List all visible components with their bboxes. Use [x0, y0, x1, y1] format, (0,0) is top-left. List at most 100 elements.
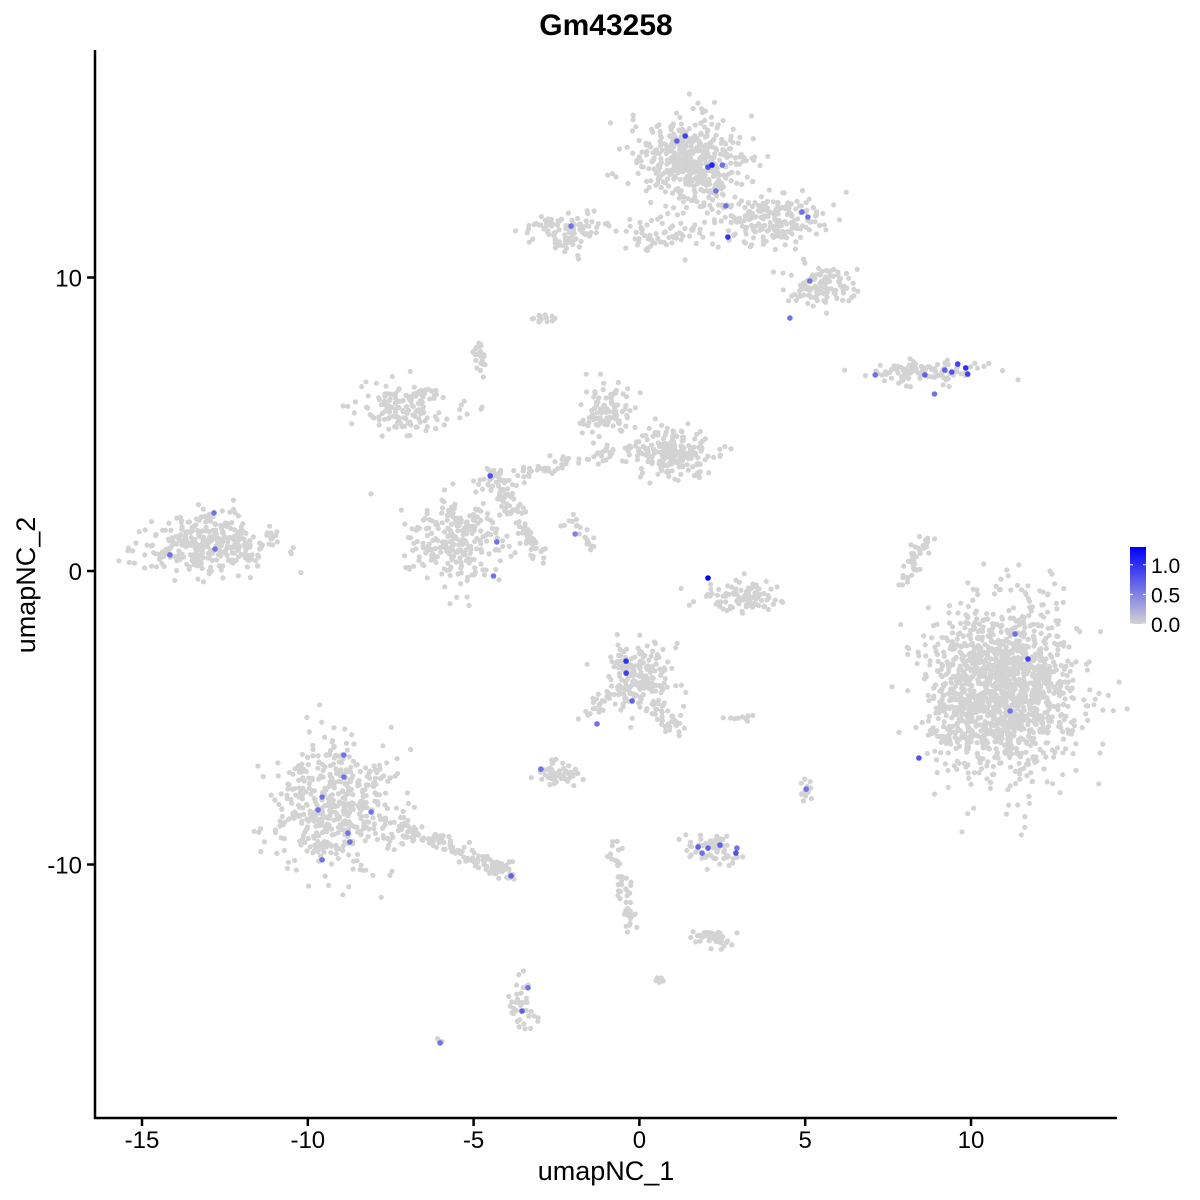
- cell-point: [583, 231, 589, 237]
- cell-point: [1010, 673, 1016, 679]
- cell-point: [485, 530, 491, 537]
- cell-point: [445, 525, 451, 531]
- cell-point: [640, 692, 646, 698]
- cell-point: [1060, 701, 1067, 708]
- cell-point: [247, 575, 253, 581]
- cell-point: [439, 497, 445, 503]
- cell-point: [569, 217, 575, 223]
- cell-point: [305, 762, 311, 768]
- cell-point: [463, 558, 469, 564]
- cell-point: [704, 129, 710, 135]
- cell-point: [385, 415, 391, 422]
- cell-point: [604, 415, 610, 421]
- cell-point: [450, 481, 456, 487]
- cell-point: [728, 153, 734, 159]
- cell-point: [361, 826, 367, 832]
- cell-point: [1005, 573, 1011, 579]
- cell-point: [602, 421, 608, 427]
- cell-point: [665, 708, 671, 714]
- cell-point: [686, 602, 693, 608]
- cell-point: [616, 146, 623, 152]
- cell-point: [965, 746, 971, 752]
- cell-point: [1018, 699, 1024, 705]
- cell-point: [684, 847, 690, 854]
- cell-point: [299, 818, 305, 824]
- cell-point: [466, 602, 472, 609]
- cell-point: [1013, 698, 1020, 704]
- cell-point: [968, 658, 975, 664]
- cell-point: [900, 367, 906, 373]
- cell-point: [309, 775, 315, 782]
- cell-point: [709, 231, 715, 237]
- cell-point: [550, 760, 556, 766]
- cell-point: [625, 386, 631, 392]
- cell-point: [325, 825, 331, 831]
- cell-point: [669, 190, 676, 196]
- cell-point: [1110, 708, 1116, 714]
- cell-point: [405, 420, 411, 426]
- cell-point: [509, 1010, 515, 1016]
- cell-point: [327, 779, 333, 785]
- cell-point: [674, 433, 680, 439]
- cell-point: [959, 829, 965, 835]
- cell-point: [419, 399, 425, 405]
- cell-point: [669, 665, 675, 671]
- cell-point: [590, 440, 597, 446]
- cell-point: [923, 653, 929, 659]
- cell-point: [653, 661, 659, 667]
- cell-point: [941, 719, 947, 725]
- cell-point: [234, 541, 240, 547]
- cell-point: [660, 646, 666, 653]
- cell-point: [530, 315, 537, 322]
- cell-point: [331, 725, 337, 731]
- cell-point: [695, 455, 701, 461]
- cell-point: [356, 782, 362, 788]
- cell-point: [308, 791, 314, 797]
- cell-point: [331, 755, 338, 761]
- cell-point: [799, 791, 805, 797]
- cell-point: [398, 826, 404, 832]
- cell-point: [999, 622, 1005, 629]
- cell-point: [306, 780, 312, 787]
- cell-point: [322, 873, 328, 879]
- cell-point: [795, 216, 801, 222]
- cell-point: [315, 765, 321, 771]
- cell-point: [558, 776, 564, 782]
- cell-point: [433, 387, 439, 393]
- cell-point: [774, 226, 780, 232]
- cell-point: [314, 802, 320, 809]
- cell-point: [802, 281, 808, 288]
- cell-point: [928, 374, 935, 380]
- cell-point: [840, 297, 846, 303]
- cell-point: [774, 207, 780, 213]
- cell-point: [433, 545, 439, 552]
- cell-point: [748, 113, 755, 119]
- cell-point: [791, 222, 797, 228]
- cell-point: [768, 586, 774, 592]
- cell-point: [803, 200, 809, 206]
- cell-point: [503, 505, 509, 511]
- cell-point: [950, 673, 957, 679]
- cell-point: [725, 228, 732, 234]
- cell-point: [962, 711, 969, 718]
- cell-point: [728, 160, 734, 166]
- cell-point: [1055, 681, 1061, 687]
- cell-point: [196, 553, 202, 559]
- cell-point: [623, 245, 629, 251]
- cell-point: [734, 598, 740, 604]
- cell-point: [500, 477, 506, 483]
- cell-point: [973, 608, 980, 614]
- cell-point: [346, 754, 352, 760]
- cell-point: [246, 558, 252, 564]
- cell-point: [598, 371, 604, 377]
- cell-point: [528, 1008, 534, 1015]
- cell-point: [751, 154, 758, 160]
- cell-point: [640, 654, 646, 660]
- cell-point: [645, 236, 651, 242]
- cell-point: [1004, 627, 1010, 633]
- cell-point: [473, 357, 479, 363]
- cell-point: [1069, 728, 1075, 734]
- cell-point: [1043, 656, 1049, 662]
- cell-point: [602, 221, 608, 227]
- cell-point: [650, 675, 656, 681]
